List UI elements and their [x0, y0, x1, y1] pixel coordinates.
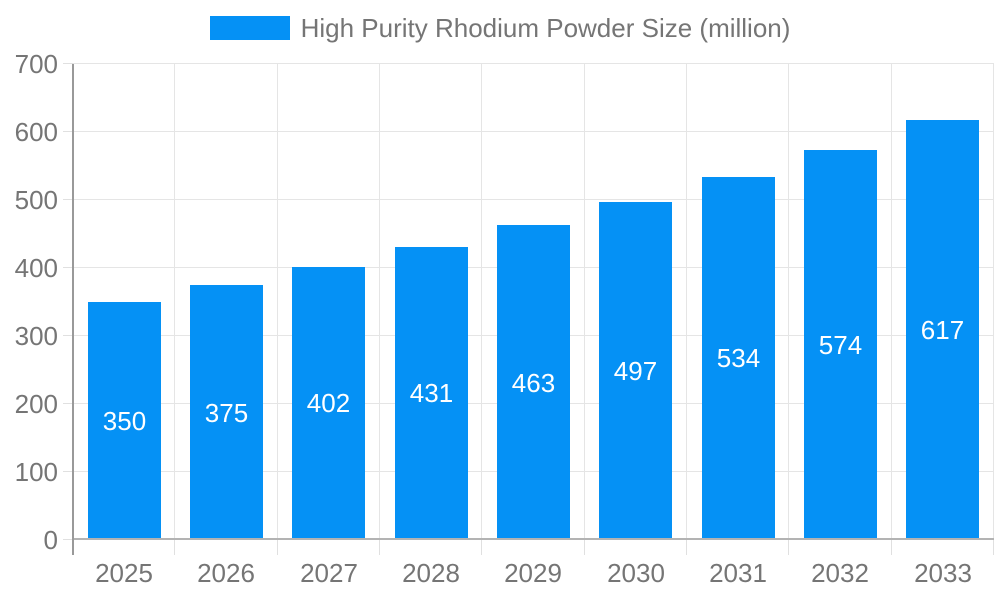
x-axis-tick — [584, 540, 585, 555]
bar-value-label: 617 — [920, 315, 965, 345]
bar[interactable] — [906, 120, 979, 540]
bar[interactable] — [702, 177, 775, 540]
y-axis-tick — [63, 63, 73, 64]
chart-legend: High Purity Rhodium Powder Size (million… — [0, 14, 1000, 42]
gridline-vertical — [584, 64, 585, 540]
x-tick-label: 2030 — [607, 558, 665, 588]
x-tick-label: 2032 — [811, 558, 869, 588]
y-axis-tick — [63, 403, 73, 404]
y-tick-label: 600 — [14, 117, 58, 147]
y-tick-label: 200 — [14, 389, 58, 419]
x-tick-label: 2026 — [197, 558, 255, 588]
x-axis-line — [73, 538, 994, 540]
gridline-horizontal — [73, 199, 994, 200]
y-tick-label: 400 — [14, 253, 58, 283]
legend-label: High Purity Rhodium Powder Size (million… — [300, 13, 791, 43]
x-tick-label: 2029 — [504, 558, 562, 588]
bar-value-label: 402 — [306, 388, 351, 418]
bar[interactable] — [599, 202, 672, 540]
bar[interactable] — [395, 247, 468, 540]
y-axis-tick — [63, 335, 73, 336]
bar-value-label: 574 — [818, 330, 863, 360]
legend-swatch — [209, 16, 290, 40]
y-tick-label: 500 — [14, 185, 58, 215]
x-tick-label: 2027 — [300, 558, 358, 588]
bar[interactable] — [190, 285, 263, 540]
bar-value-label: 350 — [102, 406, 147, 436]
bar-value-label: 431 — [409, 378, 454, 408]
y-tick-label: 100 — [14, 457, 58, 487]
bar[interactable] — [292, 267, 365, 540]
y-tick-label: 0 — [43, 525, 58, 555]
gridline-vertical — [788, 64, 789, 540]
x-axis-tick — [686, 540, 687, 555]
y-axis-tick — [63, 199, 73, 200]
x-tick-label: 2031 — [709, 558, 767, 588]
x-axis-tick — [993, 540, 994, 555]
gridline-vertical — [379, 64, 380, 540]
y-axis-tick — [63, 471, 73, 472]
bar-value-label: 375 — [204, 398, 249, 428]
x-axis-tick — [379, 540, 380, 555]
gridline-vertical — [686, 64, 687, 540]
x-axis-tick — [174, 540, 175, 555]
bar[interactable] — [88, 302, 161, 540]
x-axis-tick — [481, 540, 482, 555]
gridline-vertical — [174, 64, 175, 540]
bar-value-label: 497 — [613, 356, 658, 386]
gridline-vertical — [891, 64, 892, 540]
bar-value-label: 534 — [716, 343, 761, 373]
y-axis-line — [72, 64, 74, 555]
y-axis-tick — [63, 131, 73, 132]
x-tick-label: 2025 — [95, 558, 153, 588]
x-axis-tick — [891, 540, 892, 555]
gridline-horizontal — [73, 131, 994, 132]
y-axis-tick — [63, 539, 73, 540]
x-axis-tick — [788, 540, 789, 555]
x-tick-label: 2028 — [402, 558, 460, 588]
y-axis-tick — [63, 267, 73, 268]
bar[interactable] — [804, 150, 877, 540]
y-tick-label: 700 — [14, 49, 58, 79]
bar[interactable] — [497, 225, 570, 540]
gridline-vertical — [993, 64, 994, 540]
legend-item[interactable]: High Purity Rhodium Powder Size (million… — [209, 13, 791, 43]
gridline-horizontal — [73, 63, 994, 64]
bar-value-label: 463 — [511, 368, 556, 398]
x-tick-label: 2033 — [914, 558, 972, 588]
gridline-vertical — [277, 64, 278, 540]
x-axis-tick — [277, 540, 278, 555]
gridline-vertical — [481, 64, 482, 540]
y-tick-label: 300 — [14, 321, 58, 351]
